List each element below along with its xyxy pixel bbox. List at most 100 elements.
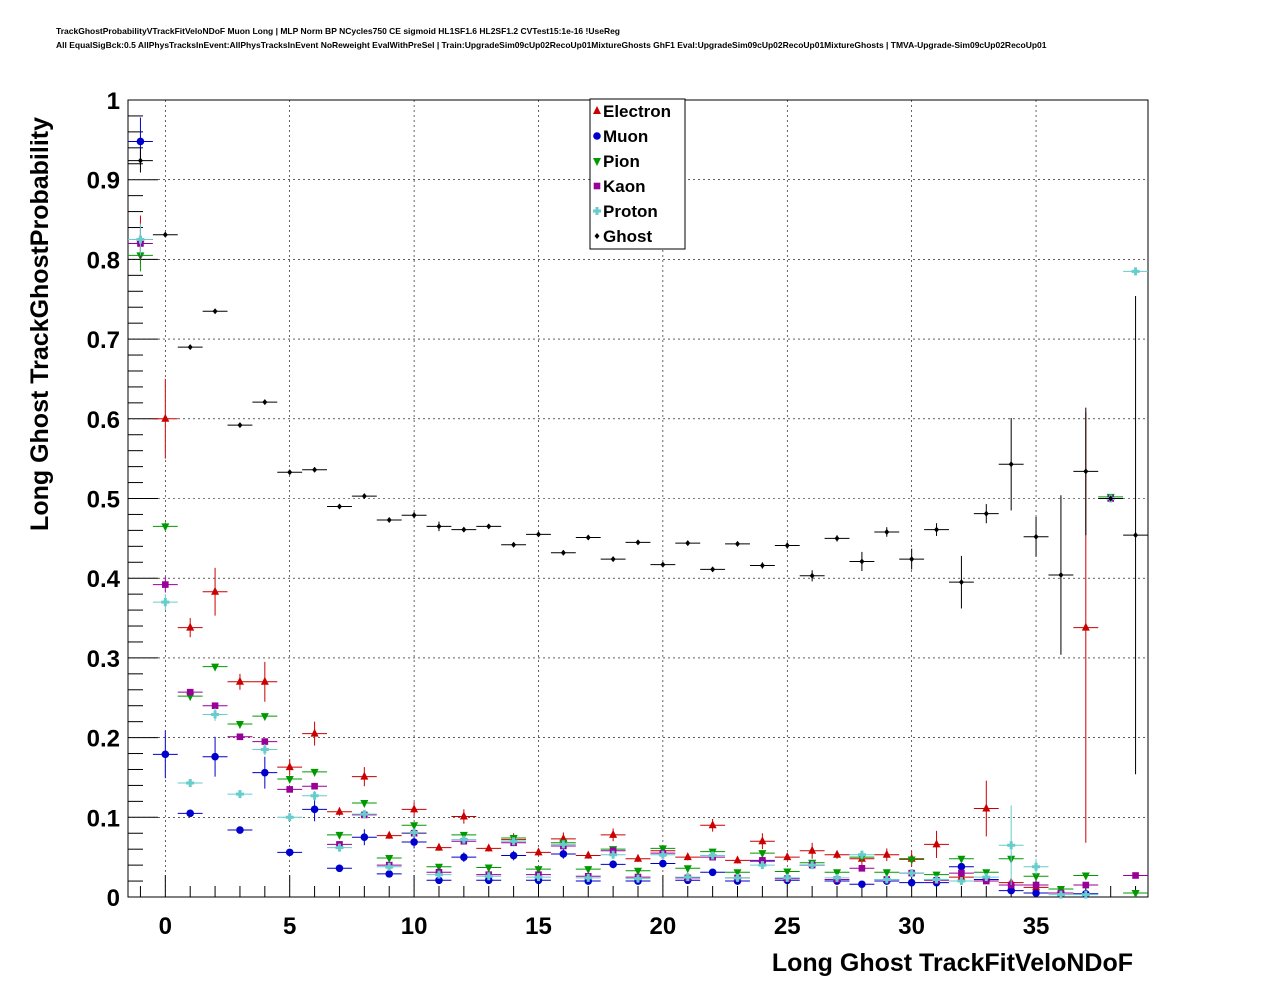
ghost-marker — [1083, 468, 1089, 475]
kaon-marker — [211, 702, 219, 710]
electron-marker — [932, 839, 941, 848]
electron-point — [351, 767, 377, 787]
electron-point — [600, 828, 626, 842]
ghost-marker — [436, 523, 442, 530]
muon-point — [948, 862, 974, 871]
y-tick-label: 0.9 — [87, 168, 120, 195]
ghost-point — [998, 418, 1024, 511]
ghost-marker — [336, 503, 342, 510]
ghost-point — [252, 399, 278, 406]
muon-marker — [236, 826, 244, 834]
proton-point — [899, 869, 925, 878]
proton-point — [600, 850, 626, 859]
pion-marker — [434, 863, 443, 872]
pion-marker — [733, 869, 742, 878]
proton-marker — [1032, 862, 1041, 871]
muon-marker — [335, 864, 344, 873]
pion-point — [376, 854, 402, 863]
proton-marker — [310, 791, 319, 800]
muon-point — [302, 797, 328, 822]
series-ghost — [128, 148, 1148, 775]
electron-marker — [534, 847, 543, 856]
electron-point — [625, 853, 651, 862]
x-axis-title: Long Ghost TrackFitVeloNDoF — [772, 949, 1133, 977]
x-tick-label: 15 — [525, 913, 552, 940]
electron-point — [799, 842, 825, 859]
muon-point — [451, 852, 477, 862]
proton-marker — [260, 745, 269, 754]
muon-point — [177, 809, 203, 818]
ghost-point — [874, 527, 900, 537]
ghost-point — [725, 540, 750, 547]
proton-point — [376, 862, 402, 871]
electron-point — [476, 843, 502, 852]
ghost-marker — [137, 157, 143, 164]
kaon-point — [152, 576, 178, 593]
figure-title-line-1: TrackGhostProbabilityVTrackFitVeloNDoF M… — [56, 26, 620, 36]
proton-point — [202, 708, 228, 721]
ghost-point — [625, 539, 651, 546]
legend-marker-kaon — [593, 182, 601, 190]
kaon-point — [1023, 881, 1049, 889]
ghost-point — [277, 469, 303, 476]
legend-entry-electron: Electron — [593, 102, 671, 121]
electron-point — [451, 809, 477, 824]
muon-marker — [385, 870, 394, 878]
ghost-point — [376, 517, 402, 524]
proton-marker — [534, 873, 543, 882]
muon-point — [426, 876, 452, 885]
muon-marker — [907, 878, 916, 887]
proton-marker — [434, 870, 443, 879]
electron-point — [924, 830, 949, 858]
muon-marker — [708, 868, 717, 877]
muon-point — [700, 868, 726, 877]
pion-point — [351, 799, 377, 808]
proton-point — [700, 851, 726, 860]
kaon-marker — [759, 857, 766, 864]
muon-point — [252, 756, 278, 789]
pion-point — [252, 713, 278, 722]
kaon-marker — [858, 865, 866, 872]
proton-point — [824, 873, 850, 882]
electron-point — [426, 842, 452, 851]
ghost-marker — [735, 540, 741, 547]
pion-point — [152, 522, 178, 532]
pion-marker — [1081, 872, 1090, 881]
pion-marker — [161, 523, 170, 532]
muon-marker — [435, 876, 443, 885]
proton-point — [625, 874, 651, 883]
legend-box — [589, 98, 686, 250]
muon-marker — [559, 850, 568, 858]
legend-marker-electron — [593, 106, 601, 114]
proton-marker — [932, 875, 941, 884]
proton-point — [749, 861, 775, 870]
proton-point — [973, 873, 999, 882]
legend-marker-proton — [593, 207, 601, 215]
proton-marker — [857, 850, 866, 859]
ghost-point — [948, 555, 974, 609]
ghost-marker — [909, 556, 915, 563]
ghost-point — [799, 570, 825, 582]
kaon-marker — [236, 733, 244, 741]
pion-marker — [211, 663, 220, 672]
ghost-marker — [411, 512, 417, 519]
proton-marker — [360, 810, 369, 819]
legend-entry-pion: Pion — [593, 152, 640, 171]
ghost-point — [1048, 495, 1074, 655]
kaon-point — [227, 733, 253, 741]
ghost-point — [675, 540, 701, 547]
proton-marker — [285, 813, 294, 822]
y-tick-label: 0.5 — [87, 487, 120, 514]
pion-marker — [534, 866, 543, 875]
proton-marker — [1081, 890, 1090, 899]
muon-point — [227, 826, 253, 834]
ghost-marker — [1058, 572, 1064, 579]
proton-point — [725, 873, 750, 882]
ghost-point — [426, 521, 452, 532]
legend-marker-muon — [593, 132, 601, 140]
electron-point — [973, 780, 999, 837]
proton-point — [476, 872, 502, 881]
ghost-marker — [312, 466, 318, 473]
ghost-point — [1098, 495, 1124, 502]
axis-ticks — [128, 99, 1137, 898]
